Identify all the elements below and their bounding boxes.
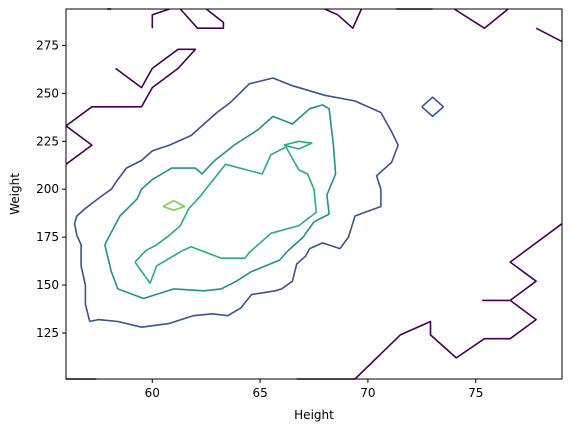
y-tick-label: 200 <box>36 182 59 196</box>
x-tick-label: 70 <box>360 386 375 400</box>
contour-line-level-1 <box>151 8 170 29</box>
contour-line-level-4 <box>134 146 318 284</box>
y-tick-label: 250 <box>36 86 59 100</box>
y-tick-label: 150 <box>36 278 59 292</box>
y-axis-ticks: 125 150 175 200 225 250 275 <box>36 38 66 340</box>
contour-line-level-1 <box>535 27 563 43</box>
contour-line-level-4 <box>283 140 313 150</box>
contour-line-level-1 <box>509 223 563 302</box>
contour-line-level-3 <box>104 104 337 300</box>
y-tick-label: 225 <box>36 134 59 148</box>
y-axis-label: Weight <box>8 173 22 215</box>
contour-line-level-1 <box>65 48 197 127</box>
y-tick-label: 275 <box>36 38 59 52</box>
plot-frame <box>65 8 563 380</box>
contour-line-level-2 <box>421 96 445 118</box>
x-axis-ticks: 60 65 70 75 <box>145 379 483 400</box>
contour-line-level-1 <box>453 8 509 30</box>
contour-line-level-1 <box>324 8 363 30</box>
contour-line-level-1 <box>179 8 225 30</box>
x-axis-label: Height <box>294 408 334 422</box>
contour-line-level-2 <box>73 77 399 329</box>
x-tick-label: 75 <box>468 386 483 400</box>
contour-line-level-1 <box>296 299 537 380</box>
contour-line-level-5 <box>162 199 186 212</box>
contour-line-level-1 <box>65 125 93 165</box>
y-tick-label: 125 <box>36 326 59 340</box>
x-tick-label: 60 <box>145 386 160 400</box>
y-tick-label: 175 <box>36 230 59 244</box>
x-tick-label: 65 <box>252 386 267 400</box>
